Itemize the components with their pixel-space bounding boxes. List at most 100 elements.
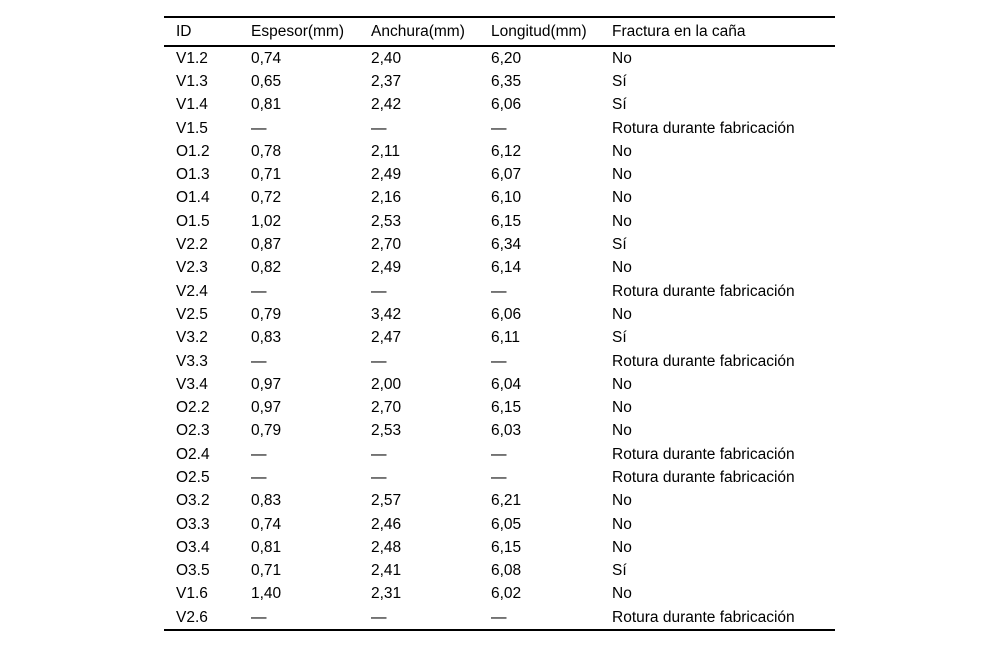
column-header-id: ID [164, 17, 251, 47]
table-cell-id: O2.3 [176, 422, 210, 440]
table-cell-fractura: No [612, 142, 632, 160]
table-cell-espesor: — [251, 468, 267, 486]
table-cell-espesor: 0,78 [251, 142, 282, 160]
table-row: V3.2 0,83 2,47 6,11 Sí [164, 327, 835, 350]
table-cell-longitud: — [491, 352, 507, 370]
table-cell-fractura: Rotura durante fabricación [612, 282, 795, 300]
table-cell-anchura: 2,53 [371, 212, 402, 230]
table-row: O3.2 0,83 2,57 6,21 No [164, 490, 835, 513]
table-cell-id: O2.2 [176, 399, 210, 417]
table-cell-fractura: No [612, 515, 632, 533]
column-header-anchura: Anchura(mm) [371, 17, 491, 47]
table-cell-longitud: 6,03 [491, 422, 522, 440]
table-cell-espesor: 1,02 [251, 212, 282, 230]
table-cell-fractura: Sí [612, 236, 627, 254]
table-cell-longitud: 6,12 [491, 142, 522, 160]
table-cell-longitud: — [491, 468, 507, 486]
table-row: O3.4 0,81 2,48 6,15 No [164, 536, 835, 559]
table-row: V1.5 — — — Rotura durante fabricación [164, 117, 835, 140]
table-cell-espesor: 0,97 [251, 375, 282, 393]
table-cell-anchura: 2,31 [371, 585, 402, 603]
table-cell-fractura: No [612, 399, 632, 417]
table-cell-anchura: 2,37 [371, 72, 402, 90]
table-cell-anchura: 2,41 [371, 562, 402, 580]
table-cell-id: O3.5 [176, 562, 210, 580]
table-cell-id: O3.4 [176, 538, 210, 556]
table-row: V1.4 0,81 2,42 6,06 Sí [164, 94, 835, 117]
table-row: O2.2 0,97 2,70 6,15 No [164, 396, 835, 419]
table-cell-fractura: No [612, 585, 632, 603]
table-cell-longitud: 6,10 [491, 189, 522, 207]
table-cell-anchura: — [371, 445, 387, 463]
table-cell-longitud: 6,06 [491, 305, 522, 323]
table-row: V3.3 — — — Rotura durante fabricación [164, 350, 835, 373]
table-cell-espesor: 1,40 [251, 585, 282, 603]
table-body: V1.2 0,74 2,40 6,20 No V1.3 0,65 2,37 6,35 Sí V1.4… [164, 46, 835, 630]
table-cell-espesor: — [251, 608, 267, 626]
table-cell-id: O2.5 [176, 468, 210, 486]
table-row: V1.3 0,65 2,37 6,35 Sí [164, 70, 835, 93]
data-table: ID Espesor(mm) Anchura(mm) Longitud(mm) … [164, 16, 835, 632]
table-cell-espesor: 0,81 [251, 538, 282, 556]
column-header-espesor: Espesor(mm) [251, 17, 371, 47]
table-cell-fractura: Sí [612, 562, 627, 580]
table-cell-espesor: 0,83 [251, 329, 282, 347]
column-header-fractura: Fractura en la caña [612, 17, 835, 47]
table-cell-fractura: Sí [612, 329, 627, 347]
table-cell-longitud: 6,15 [491, 399, 522, 417]
table-cell-id: V2.5 [176, 305, 208, 323]
table-row: V3.4 0,97 2,00 6,04 No [164, 373, 835, 396]
table-row: V1.6 1,40 2,31 6,02 No [164, 583, 835, 606]
table-cell-anchura: — [371, 468, 387, 486]
table-cell-id: O3.3 [176, 515, 210, 533]
table-cell-id: V1.6 [176, 585, 208, 603]
table-cell-id: V2.6 [176, 608, 208, 626]
table-cell-fractura: Sí [612, 72, 627, 90]
table-cell-fractura: No [612, 166, 632, 184]
table-cell-anchura: 2,42 [371, 96, 402, 114]
table-cell-id: O1.5 [176, 212, 210, 230]
table-cell-anchura: — [371, 119, 387, 137]
table-cell-espesor: 0,71 [251, 562, 282, 580]
table-cell-espesor: 0,74 [251, 515, 282, 533]
table-cell-fractura: No [612, 492, 632, 510]
table-cell-espesor: — [251, 282, 267, 300]
table-cell-anchura: 2,70 [371, 236, 402, 254]
table-cell-anchura: 2,47 [371, 329, 402, 347]
table-cell-longitud: 6,15 [491, 538, 522, 556]
table-cell-fractura: No [612, 375, 632, 393]
table-cell-anchura: 2,53 [371, 422, 402, 440]
table-cell-longitud: 6,08 [491, 562, 522, 580]
table-cell-fractura: Sí [612, 96, 627, 114]
table-cell-espesor: 0,82 [251, 259, 282, 277]
table-cell-longitud: 6,07 [491, 166, 522, 184]
table-cell-espesor: 0,79 [251, 422, 282, 440]
column-header-longitud: Longitud(mm) [491, 17, 612, 47]
table-cell-espesor: 0,87 [251, 236, 282, 254]
table-cell-anchura: 2,57 [371, 492, 402, 510]
table-cell-anchura: 2,70 [371, 399, 402, 417]
table-row: V2.3 0,82 2,49 6,14 No [164, 257, 835, 280]
table-cell-id: V1.5 [176, 119, 208, 137]
table-cell-id: V2.2 [176, 236, 208, 254]
table-row: O2.3 0,79 2,53 6,03 No [164, 420, 835, 443]
table-cell-longitud: 6,14 [491, 259, 522, 277]
table-cell-id: O3.2 [176, 492, 210, 510]
table-cell-longitud: 6,11 [491, 329, 521, 347]
table-header-row: ID Espesor(mm) Anchura(mm) Longitud(mm) … [164, 17, 835, 47]
table-cell-fractura: Rotura durante fabricación [612, 468, 795, 486]
table-cell-longitud: 6,34 [491, 236, 522, 254]
table-cell-id: V1.4 [176, 96, 208, 114]
table-cell-anchura: 2,00 [371, 375, 402, 393]
table-cell-fractura: Rotura durante fabricación [612, 445, 795, 463]
table-row: O1.2 0,78 2,11 6,12 No [164, 140, 835, 163]
table-cell-anchura: 2,48 [371, 538, 402, 556]
table-cell-anchura: 2,49 [371, 259, 402, 277]
table-row: V2.2 0,87 2,70 6,34 Sí [164, 233, 835, 256]
table-cell-id: V2.4 [176, 282, 208, 300]
table-row: V2.6 — — — Rotura durante fabricación [164, 606, 835, 630]
table-row: V2.5 0,79 3,42 6,06 No [164, 303, 835, 326]
table-cell-fractura: No [612, 305, 632, 323]
table-cell-espesor: 0,97 [251, 399, 282, 417]
